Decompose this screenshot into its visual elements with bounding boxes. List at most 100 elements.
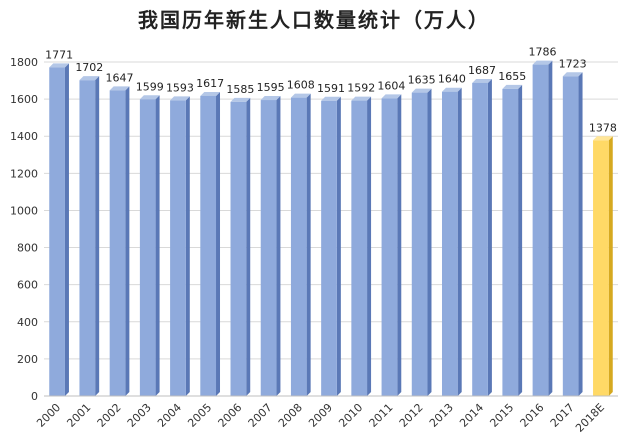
- bar-top: [441, 87, 462, 92]
- bar-side: [367, 96, 372, 397]
- x-tick-label: 2001: [64, 401, 93, 430]
- y-tick-label: 1800: [10, 56, 38, 69]
- bar: [170, 100, 186, 396]
- bar-side: [216, 91, 221, 396]
- data-label: 1647: [106, 71, 134, 84]
- y-tick-label: 200: [17, 353, 38, 366]
- bar: [562, 76, 579, 396]
- data-label: 1635: [408, 74, 436, 87]
- bar: [472, 82, 488, 397]
- bar-top: [170, 96, 190, 101]
- bar: [351, 100, 368, 397]
- x-tick-label: 2014: [457, 401, 486, 430]
- x-tick-label: 2000: [34, 401, 63, 430]
- bar-top: [230, 97, 251, 102]
- x-tick-label: 2011: [367, 401, 396, 430]
- data-label: 1771: [45, 48, 73, 61]
- bar-side: [95, 76, 100, 396]
- bar-top: [321, 96, 341, 101]
- data-label: 1702: [75, 61, 103, 74]
- bar: [502, 88, 519, 397]
- data-label: 1595: [257, 81, 285, 94]
- bar: [230, 101, 247, 397]
- bar-side: [336, 96, 341, 396]
- bar: [381, 98, 398, 396]
- bar: [200, 95, 217, 396]
- data-label: 1591: [317, 82, 345, 95]
- bar-top: [351, 96, 372, 101]
- data-label: 1604: [377, 79, 405, 92]
- x-tick-label: 2007: [246, 401, 275, 430]
- bar-top: [290, 93, 311, 98]
- bar-top: [472, 78, 492, 83]
- data-label: 1599: [136, 80, 164, 93]
- data-label: 1640: [438, 73, 466, 86]
- x-tick-label: 2013: [427, 401, 456, 430]
- bar-side: [548, 60, 553, 396]
- bar-side: [397, 94, 402, 396]
- x-tick-label: 2015: [487, 401, 516, 430]
- x-tick-label: 2008: [276, 401, 305, 430]
- data-label: 1592: [347, 82, 375, 95]
- bar-top: [593, 136, 613, 141]
- x-tick-label: 2009: [306, 401, 335, 430]
- bar-top: [200, 91, 221, 96]
- y-tick-label: 600: [17, 279, 38, 292]
- y-tick-label: 800: [17, 242, 38, 255]
- x-tick-label: 2016: [518, 401, 547, 430]
- data-label: 1723: [559, 57, 587, 70]
- bar: [593, 140, 609, 396]
- chart-title: 我国历年新生人口数量统计（万人）: [138, 8, 490, 32]
- x-tick-label: 2002: [95, 401, 124, 430]
- data-label: 1786: [528, 46, 556, 59]
- bar: [441, 91, 458, 396]
- y-tick-label: 1200: [10, 167, 38, 180]
- x-tick-label: 2012: [397, 401, 426, 430]
- bar-side: [306, 93, 311, 397]
- bar-side: [125, 86, 130, 396]
- bar: [260, 100, 277, 397]
- bar: [49, 67, 65, 397]
- bar-side: [64, 63, 69, 397]
- x-tick-label: 2010: [336, 401, 365, 430]
- bar-top: [562, 72, 583, 77]
- x-tick-label: 2018E: [573, 401, 607, 435]
- data-label: 1593: [166, 81, 194, 94]
- bar-side: [155, 95, 160, 397]
- y-tick-label: 1600: [10, 93, 38, 106]
- data-label: 1617: [196, 77, 224, 90]
- bar: [79, 80, 96, 396]
- x-tick-label: 2003: [125, 401, 154, 430]
- bar-side: [578, 72, 583, 396]
- x-tick-label: 2004: [155, 401, 184, 430]
- y-tick-label: 1400: [10, 130, 38, 143]
- bar: [139, 99, 156, 397]
- bar: [411, 92, 428, 396]
- bar-top: [49, 63, 69, 68]
- x-tick-label: 2006: [215, 401, 244, 430]
- data-label: 1378: [589, 121, 617, 134]
- x-tick-label: 2005: [185, 401, 214, 430]
- bar-side: [427, 88, 432, 396]
- data-label: 1585: [226, 83, 254, 96]
- bar-side: [276, 96, 281, 397]
- bar-side: [487, 78, 492, 397]
- bar-side: [608, 136, 613, 396]
- bar-side: [185, 96, 190, 396]
- y-tick-label: 400: [17, 316, 38, 329]
- bar-top: [381, 94, 402, 99]
- data-label: 1608: [287, 79, 315, 92]
- bar: [290, 97, 307, 397]
- data-label: 1687: [468, 64, 496, 77]
- bar-top: [411, 88, 432, 93]
- bar-top: [502, 84, 523, 89]
- bar-top: [532, 60, 553, 65]
- bar: [321, 100, 337, 396]
- bar-top: [79, 76, 100, 81]
- bar-top: [109, 86, 130, 91]
- bar-side: [518, 84, 523, 397]
- bar-top: [139, 95, 160, 100]
- bar-top: [260, 96, 281, 101]
